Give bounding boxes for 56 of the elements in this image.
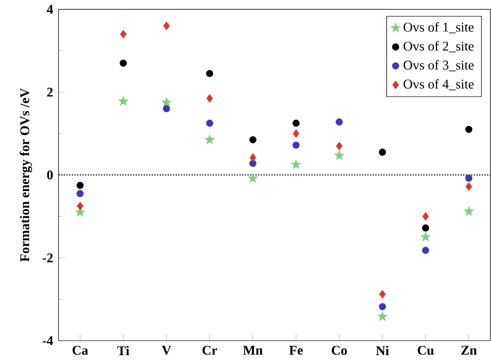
point bbox=[420, 232, 430, 242]
point bbox=[422, 246, 430, 254]
x-tick-label: Co bbox=[332, 346, 347, 355]
point bbox=[336, 142, 342, 150]
point bbox=[206, 70, 214, 78]
point bbox=[120, 60, 127, 67]
point bbox=[118, 96, 128, 106]
point bbox=[163, 22, 170, 30]
point bbox=[334, 150, 344, 160]
y-tick-label: 2 bbox=[47, 88, 53, 97]
point bbox=[422, 224, 430, 232]
point bbox=[206, 94, 213, 102]
legend-label: Ovs of 1_site bbox=[404, 22, 474, 34]
point bbox=[162, 105, 170, 112]
point bbox=[76, 202, 84, 210]
point bbox=[249, 160, 256, 167]
point bbox=[291, 160, 301, 169]
point bbox=[466, 182, 472, 191]
x-tick-label: Fe bbox=[289, 346, 303, 355]
point bbox=[204, 134, 214, 144]
point bbox=[206, 120, 214, 127]
x-tick-label: Cu bbox=[418, 346, 434, 355]
point bbox=[378, 303, 386, 310]
y-tick-label: 0 bbox=[47, 170, 53, 180]
point bbox=[378, 312, 388, 321]
y-tick-label: -4 bbox=[42, 336, 54, 346]
point bbox=[76, 190, 84, 198]
point bbox=[248, 173, 258, 182]
point bbox=[292, 129, 300, 138]
y-axis-title: Formation energy for OVs /eV bbox=[20, 88, 32, 262]
point bbox=[292, 120, 300, 127]
point bbox=[120, 30, 126, 38]
x-tick-label: Mn bbox=[243, 346, 263, 355]
y-tick-label: 4 bbox=[46, 4, 54, 14]
point bbox=[292, 142, 300, 149]
legend-label: Ovs of 2_site bbox=[404, 41, 474, 52]
point bbox=[162, 97, 172, 107]
point bbox=[249, 136, 256, 144]
point bbox=[465, 126, 472, 133]
x-tick-label: V bbox=[162, 346, 172, 355]
x-tick-label: Ti bbox=[117, 346, 130, 356]
point bbox=[422, 212, 429, 221]
x-tick-label: Ca bbox=[72, 346, 88, 355]
x-tick-label: Cr bbox=[202, 346, 218, 355]
y-tick-label: -2 bbox=[42, 253, 53, 262]
point bbox=[250, 153, 256, 162]
point bbox=[336, 118, 343, 126]
x-tick-label: Ni bbox=[376, 346, 389, 356]
x-tick-label: Zn bbox=[461, 346, 477, 355]
point bbox=[76, 182, 84, 189]
point bbox=[378, 148, 386, 156]
point bbox=[465, 174, 472, 182]
point bbox=[379, 290, 386, 298]
point bbox=[464, 206, 474, 216]
legend-label: Ovs of 3_site bbox=[404, 60, 474, 72]
legend-label: Ovs of 4_site bbox=[404, 79, 474, 90]
